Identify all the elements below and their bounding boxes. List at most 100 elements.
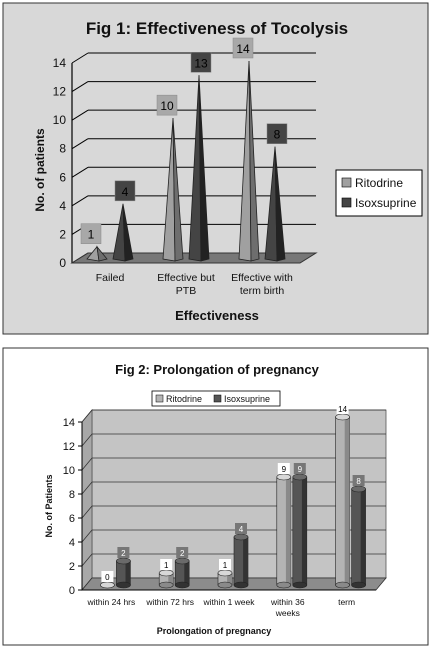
cylinder-1-0-shade (125, 561, 131, 585)
y-tick-label: 14 (63, 417, 75, 429)
data-label-box (352, 475, 365, 486)
gridline-side (81, 529, 93, 543)
cone-0-0-side (96, 245, 108, 262)
data-label: 14 (338, 405, 347, 414)
cylinder-0-1-shade (168, 573, 174, 585)
data-label: 2 (180, 549, 185, 558)
y-tick-label: 0 (59, 256, 66, 270)
y-tick-label: 10 (53, 113, 67, 127)
cylinder-0-0-top (100, 581, 115, 589)
legend-swatch-0 (155, 394, 164, 403)
gridline-side (81, 505, 93, 519)
data-label: 13 (194, 56, 208, 70)
data-label: 4 (239, 525, 244, 534)
cylinder-0-2-base (217, 581, 233, 589)
legend-entry: Isoxsuprine (355, 196, 417, 210)
cone-0-1-side (172, 118, 184, 262)
y-tick-label: 4 (69, 537, 75, 549)
data-label: 8 (356, 477, 361, 486)
legend-swatch-1 (341, 197, 352, 208)
data-label-box (277, 463, 290, 474)
legend-entry: Ritodrine (355, 176, 403, 190)
data-label: 1 (223, 561, 228, 570)
data-label: 14 (236, 42, 250, 56)
cylinder-0-1-top (158, 569, 174, 577)
cylinder-0-3-base (276, 581, 292, 589)
cylinder-1-3-shade (301, 477, 307, 585)
data-label-box (117, 547, 130, 558)
data-label-box (336, 403, 349, 414)
x-tick-label: term (338, 597, 355, 607)
cylinder-1-2-shade (243, 537, 248, 585)
figure-2: Fig 2: Prolongation of pregnancy Prolong… (2, 347, 429, 646)
data-label-box (101, 571, 114, 582)
data-label-box (176, 547, 189, 558)
figure-2-y-axis-label: No. of Patients (44, 474, 54, 537)
cylinder-1-3-base (292, 581, 308, 589)
legend-entry: Ritodrine (166, 394, 202, 404)
data-label: 8 (274, 128, 281, 142)
data-label-box (266, 123, 288, 144)
data-label-box (219, 559, 231, 570)
x-tick-label: Effective but (157, 272, 215, 284)
data-label-box (235, 523, 247, 534)
gridline-side (71, 138, 89, 150)
figure-2-legend: Ritodrine Isoxsuprine (151, 390, 281, 407)
figure-1-legend: Ritodrine Isoxsuprine (335, 169, 423, 217)
cylinder-1-2-top (233, 533, 249, 541)
y-tick-label: 0 (69, 585, 75, 597)
x-tick-label: weeks (275, 608, 300, 618)
data-label-box (156, 94, 178, 116)
gridline-side (81, 409, 93, 423)
cylinder-0-2-top (217, 569, 233, 577)
figure-2-title: Fig 2: Prolongation of pregnancy (115, 362, 319, 377)
cylinder-0-4-base (335, 581, 350, 589)
figure-2-x-axis-label: Prolongation of pregnancy (157, 626, 272, 636)
cylinder-1-1-base (174, 581, 190, 589)
data-label-box (293, 463, 306, 474)
figure-1-x-axis-label: Effectiveness (175, 308, 259, 323)
cylinder-1-3-top (292, 473, 308, 481)
data-label: 1 (164, 561, 169, 570)
cylinder-0-3-shade (285, 477, 291, 585)
x-tick-label: within 36 (270, 597, 305, 607)
legend-box (335, 169, 423, 217)
x-tick-label: term birth (240, 285, 285, 297)
figure-1: Fig 1: Effectiveness of Tocolysis Effect… (2, 2, 429, 335)
cylinder-1-1-top (174, 557, 190, 565)
figure-1-y-axis-label: No. of patients (33, 128, 47, 212)
cylinder-1-4-top (351, 485, 366, 493)
x-tick-label: Failed (96, 272, 125, 284)
cylinder-0-1-base (158, 581, 174, 589)
gridline-side (81, 481, 93, 495)
cone-1-0-side (122, 203, 134, 262)
cylinder-0-4-top (335, 413, 350, 421)
cylinder-1-4-shade (360, 489, 366, 585)
cylinder-1-2-base (233, 581, 249, 589)
figure-1-title: Fig 1: Effectiveness of Tocolysis (86, 19, 348, 38)
data-label-box (190, 52, 212, 73)
cone-1-1-side (198, 75, 210, 262)
gridline-side (71, 195, 89, 207)
x-tick-label: within 24 hrs (87, 597, 136, 607)
y-tick-label: 10 (63, 465, 75, 477)
data-label: 10 (160, 99, 174, 113)
gridline-side (71, 166, 89, 178)
data-label: 1 (88, 228, 95, 242)
gridline-side (81, 457, 93, 471)
y-tick-label: 8 (69, 489, 75, 501)
y-tick-label: 2 (69, 561, 75, 573)
side-wall (81, 408, 93, 592)
x-tick-label: Effective with (231, 272, 293, 284)
cylinder-0-4-shade (344, 417, 350, 585)
y-tick-label: 6 (69, 513, 75, 525)
gridline-side (71, 109, 89, 121)
cone-1-2-side (274, 146, 286, 262)
cylinder-0-3-top (276, 473, 292, 481)
gridline-side (71, 81, 89, 92)
cylinder-0-2-shade (227, 573, 232, 585)
data-label-box (232, 37, 254, 59)
data-label: 0 (105, 573, 110, 582)
